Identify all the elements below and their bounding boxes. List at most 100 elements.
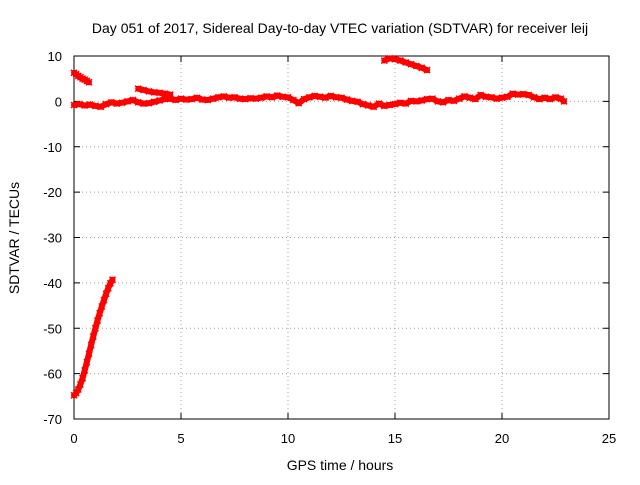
data-point bbox=[123, 97, 132, 105]
data-point bbox=[89, 332, 97, 340]
data-point bbox=[97, 103, 105, 111]
data-point bbox=[85, 350, 93, 358]
data-point bbox=[391, 100, 399, 108]
data-point bbox=[461, 92, 469, 100]
x-axis-label: GPS time / hours bbox=[287, 457, 394, 473]
data-point bbox=[193, 94, 201, 102]
data-point bbox=[343, 96, 351, 104]
data-point bbox=[402, 58, 410, 66]
data-point bbox=[509, 90, 517, 98]
data-point bbox=[412, 62, 420, 70]
data-point bbox=[546, 95, 554, 103]
data-point bbox=[134, 85, 142, 93]
data-point bbox=[386, 54, 394, 62]
grid bbox=[74, 56, 609, 419]
data-point bbox=[113, 100, 121, 108]
data-point bbox=[396, 57, 404, 65]
data-point bbox=[375, 100, 383, 108]
data-point bbox=[418, 64, 426, 72]
data-point bbox=[70, 101, 78, 109]
data-point bbox=[284, 93, 292, 101]
data-point bbox=[289, 96, 297, 104]
data-point bbox=[311, 92, 319, 100]
data-point bbox=[466, 94, 474, 102]
data-point bbox=[380, 57, 388, 65]
data-point bbox=[535, 95, 543, 103]
data-point bbox=[220, 92, 228, 100]
data-point bbox=[402, 100, 410, 108]
data-point bbox=[166, 91, 174, 99]
data-point bbox=[104, 284, 112, 292]
x-tick-label: 15 bbox=[388, 431, 402, 446]
chart-title: Day 051 of 2017, Sidereal Day-to-day VTE… bbox=[92, 20, 588, 36]
data-point bbox=[72, 389, 80, 397]
data-point bbox=[348, 97, 356, 105]
data-point bbox=[209, 95, 217, 103]
data-point bbox=[391, 55, 399, 63]
data-point bbox=[396, 99, 404, 107]
y-tick-label: 10 bbox=[48, 49, 62, 64]
data-point bbox=[204, 96, 212, 104]
data-point bbox=[102, 100, 110, 108]
data-point bbox=[439, 98, 447, 106]
y-tick-label: -60 bbox=[43, 367, 62, 382]
data-point bbox=[74, 385, 82, 394]
data-point bbox=[91, 102, 99, 110]
axis-ticks: 0 5 10 15 20 25 -70 -60 -50 -40 -30 -20 -10 0 10 bbox=[43, 49, 616, 446]
y-tick-label: 0 bbox=[55, 94, 62, 109]
data-point bbox=[428, 95, 436, 103]
data-point bbox=[85, 78, 93, 86]
data-point bbox=[257, 94, 265, 102]
data-point bbox=[214, 93, 222, 101]
data-point bbox=[305, 93, 313, 101]
data-point bbox=[444, 96, 453, 104]
x-tick-label: 10 bbox=[281, 431, 295, 446]
data-point bbox=[161, 90, 169, 98]
data-point bbox=[91, 324, 99, 332]
data-point bbox=[81, 366, 89, 374]
y-tick-label: -70 bbox=[43, 412, 62, 427]
data-point bbox=[87, 341, 95, 349]
data-point bbox=[108, 276, 117, 284]
data-point bbox=[337, 94, 346, 102]
data-point bbox=[354, 98, 362, 106]
data-point bbox=[98, 302, 106, 311]
data-point bbox=[76, 380, 84, 389]
data-point bbox=[102, 290, 110, 298]
data-point bbox=[252, 95, 260, 103]
data-point bbox=[327, 92, 335, 100]
y-tick-label: -30 bbox=[43, 231, 62, 246]
data-point bbox=[156, 89, 164, 97]
data-point bbox=[79, 374, 87, 382]
data-point bbox=[241, 95, 249, 103]
data-point bbox=[81, 101, 89, 109]
x-tick-label: 5 bbox=[177, 431, 184, 446]
data-point bbox=[498, 94, 506, 102]
data-point bbox=[106, 279, 114, 287]
data-point bbox=[434, 97, 442, 105]
data-point bbox=[300, 95, 308, 103]
data-point bbox=[380, 102, 388, 110]
data-point bbox=[450, 97, 458, 105]
data-point bbox=[172, 96, 180, 104]
data-point bbox=[86, 101, 94, 109]
data-point bbox=[455, 95, 463, 103]
data-point bbox=[551, 93, 560, 101]
data-point bbox=[83, 358, 91, 366]
data-point bbox=[386, 101, 394, 109]
data-point bbox=[177, 95, 185, 103]
data-point bbox=[273, 91, 281, 100]
data-point bbox=[525, 91, 533, 99]
data-point bbox=[487, 93, 495, 101]
data-point bbox=[477, 91, 485, 99]
data-point bbox=[100, 296, 108, 304]
data-point bbox=[118, 99, 126, 107]
data-point bbox=[503, 93, 511, 101]
x-tick-label: 0 bbox=[70, 431, 77, 446]
data-point bbox=[493, 95, 501, 103]
data-point bbox=[370, 103, 378, 111]
data-point bbox=[188, 95, 196, 103]
x-tick-label: 25 bbox=[602, 431, 616, 446]
